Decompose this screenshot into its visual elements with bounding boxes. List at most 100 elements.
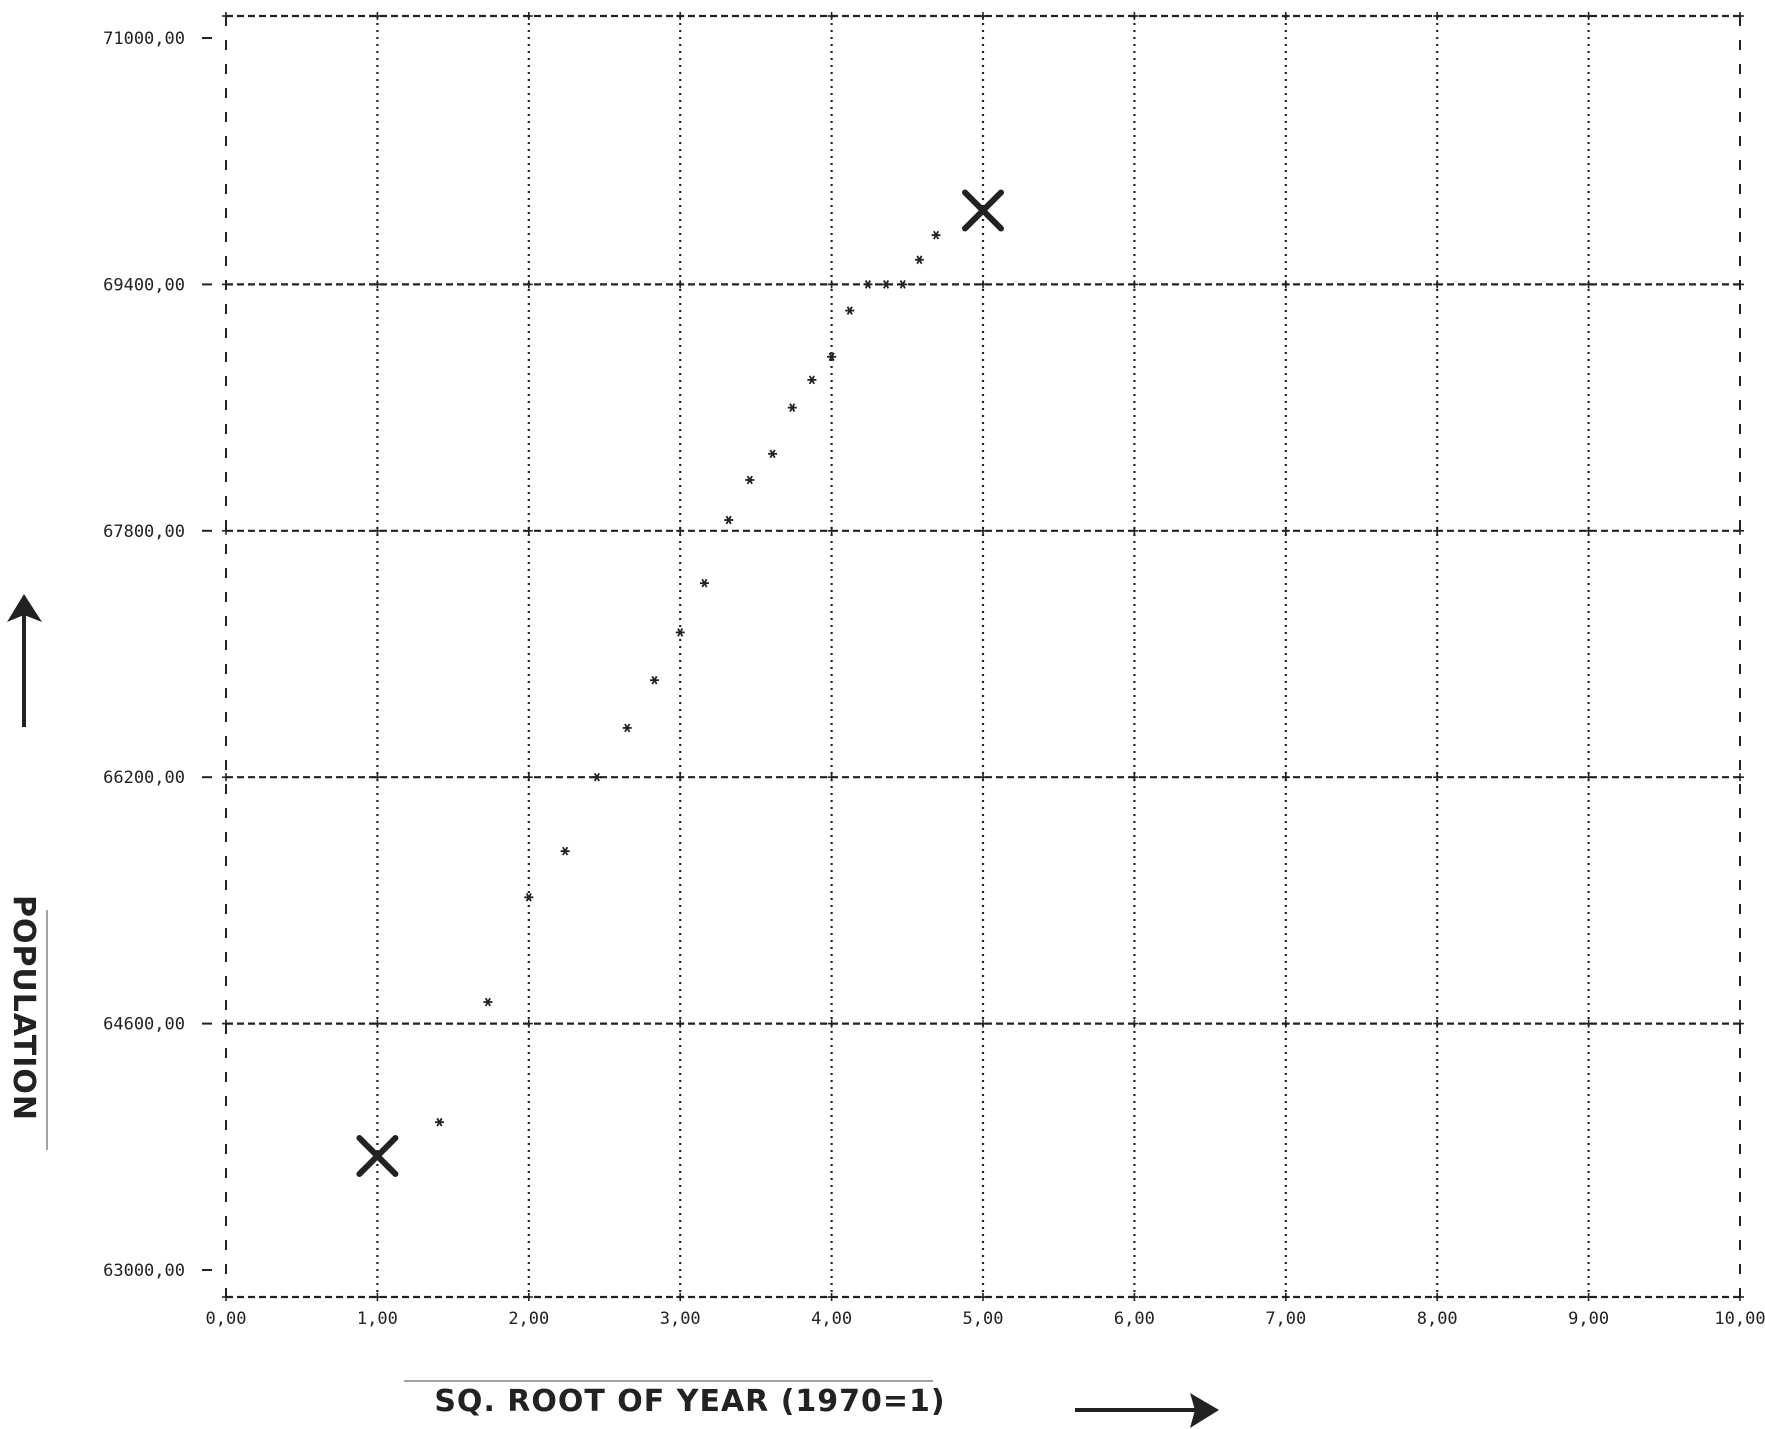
grid-cross-mark (827, 526, 836, 535)
y-tick-label: 71000,00 (103, 29, 185, 49)
data-point-star (807, 375, 817, 385)
grid-cross-mark (1433, 12, 1442, 20)
grid-cross-mark (1281, 1293, 1290, 1301)
data-point-star (592, 772, 602, 782)
y-axis-ticks: 63000,00 64600,00 66200,00 67800,00 69400,00… (103, 29, 212, 1281)
data-point-star (699, 578, 709, 588)
x-tick-label: 2,00 (508, 1309, 549, 1329)
data-point-star (787, 403, 797, 412)
grid-cross-mark (373, 773, 382, 782)
y-tick-label: 63000,00 (103, 1261, 185, 1281)
data-point-star (560, 846, 570, 856)
grid-cross-mark (979, 1293, 987, 1301)
grid-cross-mark (827, 1293, 836, 1301)
grid-cross-mark (1130, 526, 1139, 535)
grid-cross-mark (827, 12, 836, 20)
data-point-star (745, 475, 755, 485)
data-point-star (863, 280, 873, 289)
grid-cross-mark (1130, 12, 1139, 20)
grid-cross-mark (827, 773, 836, 782)
grid-cross-mark (222, 773, 230, 782)
x-tick-label: 1,00 (357, 1309, 398, 1329)
grid-cross-mark (979, 773, 987, 782)
y-tick-label: 66200,00 (103, 768, 185, 788)
grid-cross-mark (222, 1019, 230, 1028)
grid-cross-mark (979, 526, 987, 535)
data-point-x-marker (962, 189, 1004, 232)
y-tick-label: 69400,00 (103, 275, 185, 295)
data-point-star (827, 352, 837, 362)
grid-cross-mark (373, 1293, 382, 1301)
grid-cross-mark (1736, 526, 1744, 535)
grid-cross-mark (222, 1293, 230, 1301)
data-point-star (524, 892, 534, 902)
grid-cross-mark (1584, 1019, 1593, 1028)
grid-cross-mark (1281, 773, 1290, 782)
grid-cross-mark (1736, 773, 1744, 782)
grid-cross-mark (373, 280, 382, 289)
grid-cross-mark (1584, 526, 1593, 535)
data-point-star (434, 1117, 444, 1127)
grid-cross-mark (676, 773, 685, 782)
data-point-x-marker (356, 1135, 399, 1178)
grid-cross-mark (1736, 1293, 1744, 1301)
x-tick-label: 6,00 (1114, 1309, 1155, 1329)
x-tick-label: 4,00 (811, 1309, 852, 1329)
grid-cross-mark (1736, 280, 1744, 289)
grid-cross-mark (1433, 773, 1442, 782)
x-tick-label: 8,00 (1417, 1309, 1458, 1329)
grid-cross-mark (827, 1019, 836, 1028)
grid-cross-mark (373, 526, 382, 535)
x-tick-label: 3,00 (660, 1309, 701, 1329)
grid-cross-mark (222, 280, 230, 289)
grid-cross-mark (1130, 1293, 1139, 1301)
grid-cross-mark (222, 12, 230, 20)
grid-cross-mark (676, 280, 685, 289)
grid-cross-mark (1433, 526, 1442, 535)
grid-cross-mark (222, 526, 230, 535)
grid-cross-mark (676, 1293, 685, 1301)
data-point-star (914, 255, 924, 265)
grid-cross-mark (979, 1019, 987, 1028)
data-point-star (845, 306, 855, 315)
grid-cross-mark (524, 12, 533, 20)
grid-cross-mark (1736, 1019, 1744, 1028)
data-point-star (622, 723, 632, 733)
grid-cross-mark (1281, 280, 1290, 289)
grid-cross-mark (1281, 526, 1290, 535)
grid-cross-mark (676, 1019, 685, 1028)
grid-cross-mark (1130, 773, 1139, 782)
grid-cross-mark (524, 1019, 533, 1028)
grid-cross-mark (524, 773, 533, 782)
data-points (356, 189, 1004, 1178)
x-tick-label: 9,00 (1568, 1309, 1609, 1329)
plot-grid (222, 12, 1744, 1301)
grid-cross-mark (1584, 12, 1593, 20)
grid-cross-mark (1281, 12, 1290, 20)
grid-cross-mark (1584, 1293, 1593, 1301)
grid-cross-mark (1281, 1019, 1290, 1028)
data-point-star (931, 230, 941, 240)
y-tick-label: 67800,00 (103, 522, 185, 542)
x-tick-label: 0,00 (206, 1309, 247, 1329)
grid-cross-mark (979, 12, 987, 20)
data-point-star (483, 997, 493, 1007)
grid-cross-mark (979, 280, 987, 289)
grid-cross-mark (373, 1019, 382, 1028)
grid-cross-mark (1584, 773, 1593, 782)
grid-cross-mark (1736, 12, 1744, 20)
grid-cross-mark (524, 526, 533, 535)
x-axis-arrow-icon (1075, 1393, 1219, 1428)
data-point-star (898, 280, 908, 289)
grid-cross-mark (827, 280, 836, 289)
grid-cross-mark (524, 1293, 533, 1301)
grid-cross-mark (1433, 1019, 1442, 1028)
grid-cross-mark (1584, 280, 1593, 289)
grid-cross-mark (373, 12, 382, 20)
x-axis-label: SQ. ROOT OF YEAR (1970=1) (434, 1384, 945, 1419)
data-point-star (649, 675, 659, 685)
grid-cross-mark (1130, 1019, 1139, 1028)
y-axis-arrow-icon (7, 594, 42, 727)
data-point-star (881, 280, 891, 289)
